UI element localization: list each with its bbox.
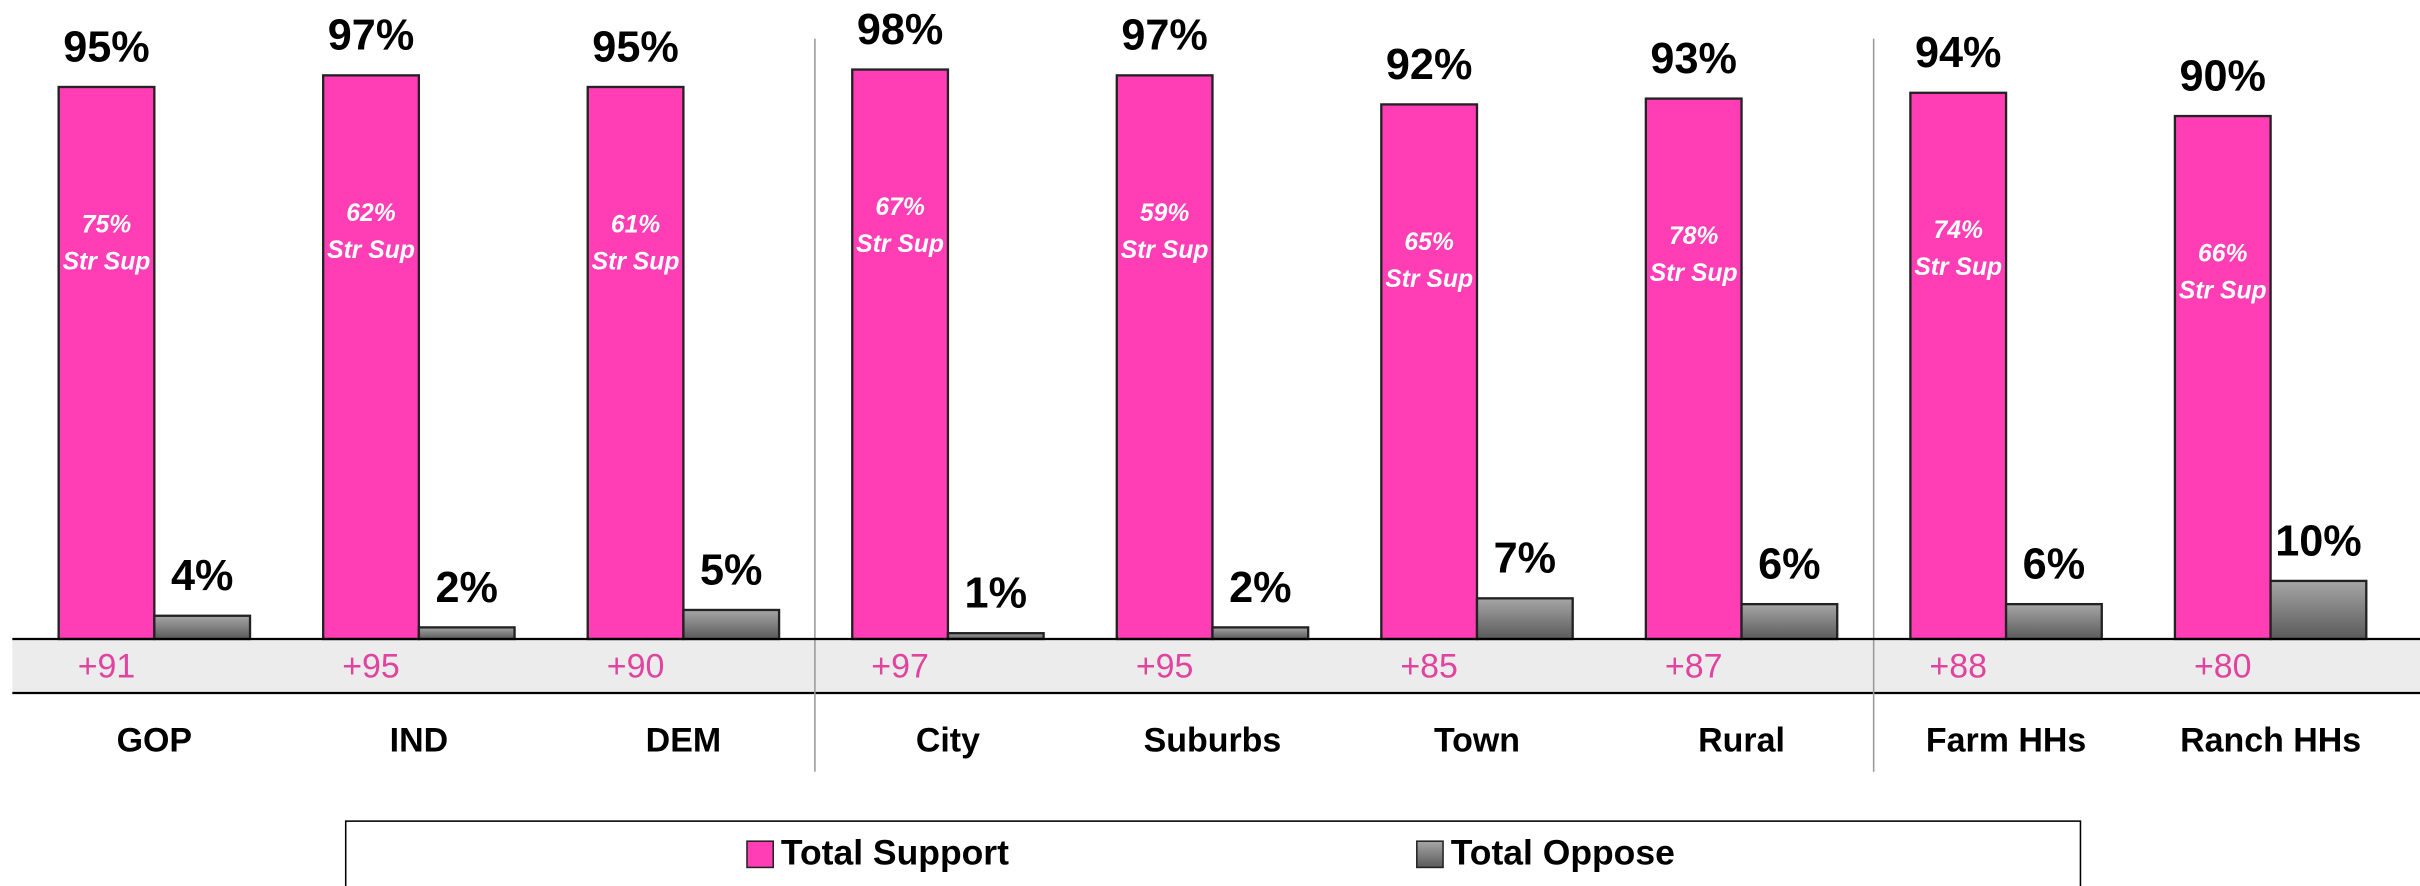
bar [1211, 626, 1310, 641]
value-label: 94% [1915, 29, 2001, 77]
bar [153, 614, 252, 641]
net-label: +80 [2194, 647, 2252, 685]
strong-support-name: Str Sup [1650, 260, 1738, 287]
strong-support-label: 61% [611, 211, 660, 238]
x-tick-label: IND [390, 721, 448, 759]
x-tick-label: Farm HHs [1926, 721, 2086, 759]
value-label: 93% [1650, 35, 1736, 83]
bar [322, 74, 421, 641]
bar [682, 608, 781, 641]
net-label: +91 [78, 647, 136, 685]
strong-support-name: Str Sup [63, 248, 151, 275]
strong-support-name: Str Sup [1914, 254, 2002, 281]
strong-support-name: Str Sup [1385, 266, 1473, 293]
net-band [12, 639, 2420, 694]
value-label: 2% [435, 564, 497, 612]
strong-support-label: 59% [1140, 200, 1189, 227]
x-tick-label: DEM [646, 721, 721, 759]
value-label: 95% [592, 23, 678, 71]
bar [57, 85, 156, 641]
strong-support-label: 78% [1669, 223, 1718, 250]
value-label: 4% [171, 552, 233, 600]
value-label: 90% [2180, 52, 2266, 100]
x-tick-label: Rural [1698, 721, 1785, 759]
net-label: +85 [1400, 647, 1458, 685]
strong-support-label: 66% [2198, 240, 2247, 267]
bar [2173, 114, 2272, 641]
bar [417, 626, 516, 641]
value-label: 95% [63, 23, 149, 71]
strong-support-label: 75% [82, 211, 131, 238]
strong-support-label: 65% [1404, 229, 1453, 256]
value-label: 97% [1121, 12, 1207, 60]
bar [1475, 597, 1574, 641]
legend-label: Total Support [781, 832, 1009, 872]
legend-swatch [1416, 840, 1444, 869]
strong-support-name: Str Sup [592, 248, 680, 275]
bar [1644, 97, 1743, 641]
x-tick-label: City [916, 721, 980, 759]
x-tick-label: Ranch HHs [2180, 721, 2361, 759]
bar [1380, 103, 1479, 641]
value-label: 5% [700, 546, 762, 594]
legend [344, 820, 2082, 886]
bar [1115, 74, 1214, 641]
net-label: +95 [1136, 647, 1194, 685]
value-label: 7% [1494, 535, 1556, 583]
bar [2004, 602, 2103, 641]
value-label: 6% [2023, 541, 2085, 589]
strong-support-label: 74% [1934, 217, 1983, 244]
net-label: +87 [1665, 647, 1723, 685]
net-label: +88 [1929, 647, 1987, 685]
net-label: +95 [342, 647, 400, 685]
value-label: 10% [2275, 517, 2361, 565]
legend-swatch [746, 840, 774, 869]
net-label: +97 [871, 647, 929, 685]
bar [1740, 602, 1839, 641]
bar [2269, 579, 2368, 641]
strong-support-name: Str Sup [1121, 237, 1209, 264]
bar [1909, 91, 2008, 641]
value-label: 97% [328, 12, 414, 60]
strong-support-name: Str Sup [856, 231, 944, 258]
value-label: 1% [965, 570, 1027, 618]
x-tick-label: Town [1434, 721, 1520, 759]
strong-support-name: Str Sup [327, 237, 415, 264]
legend-label: Total Oppose [1451, 832, 1675, 872]
value-label: 92% [1386, 41, 1472, 89]
net-label: +90 [607, 647, 665, 685]
x-tick-label: GOP [117, 721, 192, 759]
bar [586, 85, 685, 641]
x-tick-label: Suburbs [1144, 721, 1282, 759]
strong-support-label: 67% [875, 194, 924, 221]
strong-support-name: Str Sup [2179, 277, 2267, 304]
value-label: 2% [1229, 564, 1291, 612]
value-label: 98% [857, 6, 943, 54]
bar [851, 68, 950, 641]
value-label: 6% [1758, 541, 1820, 589]
strong-support-label: 62% [346, 200, 395, 227]
